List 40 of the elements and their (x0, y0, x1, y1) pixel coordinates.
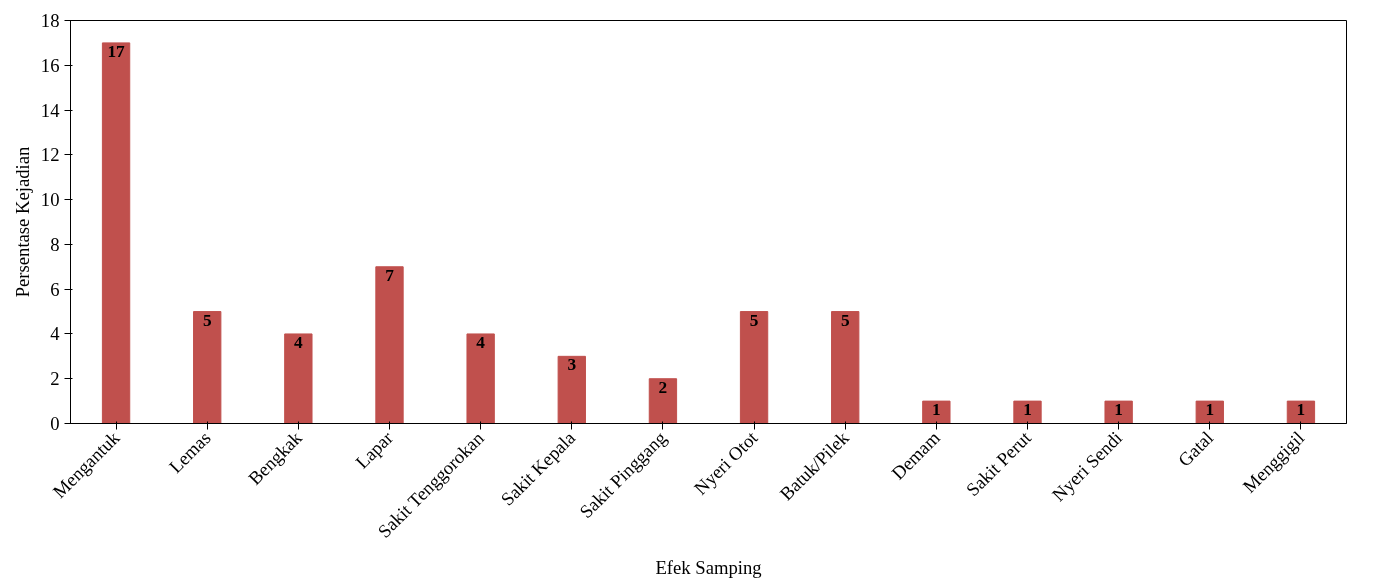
data-label: 5 (749, 310, 759, 330)
y-tick-label: 6 (50, 278, 60, 300)
data-label: 4 (294, 332, 304, 352)
y-tick-label: 4 (50, 323, 61, 345)
bar (101, 42, 131, 424)
bar (1013, 400, 1042, 424)
y-tick-label: 16 (40, 54, 60, 76)
bar (922, 400, 951, 424)
data-label: 5 (840, 310, 850, 330)
bar (1104, 400, 1133, 424)
y-tick-label: 12 (40, 144, 60, 166)
bar (193, 311, 222, 424)
data-label: 2 (658, 377, 668, 397)
bar (1195, 400, 1224, 424)
bar (375, 266, 404, 424)
data-label: 4 (476, 332, 486, 352)
bar (831, 311, 860, 424)
data-label: 1 (1114, 400, 1123, 420)
y-tick-label: 2 (50, 368, 60, 390)
y-axis-title: Persentase Kejadian (11, 145, 33, 298)
y-tick-label: 10 (40, 189, 60, 211)
data-label: 1 (1205, 400, 1215, 420)
bar (739, 311, 769, 424)
data-label: 3 (567, 355, 577, 375)
bar (648, 378, 678, 424)
data-label: 1 (1296, 400, 1306, 420)
bar (557, 355, 586, 424)
y-tick-label: 18 (40, 10, 60, 31)
bar (466, 333, 495, 424)
data-label: 17 (107, 41, 126, 61)
y-tick-label: 0 (50, 413, 60, 434)
y-tick-label: 14 (40, 99, 61, 121)
data-label: 1 (932, 400, 941, 420)
y-tick-label: 8 (50, 233, 60, 255)
bar (284, 333, 313, 424)
bar (1286, 400, 1316, 424)
x-axis-title: Efek Samping (655, 557, 762, 579)
data-label: 5 (202, 310, 212, 330)
data-label: 1 (1023, 400, 1032, 420)
data-label: 7 (385, 265, 395, 285)
